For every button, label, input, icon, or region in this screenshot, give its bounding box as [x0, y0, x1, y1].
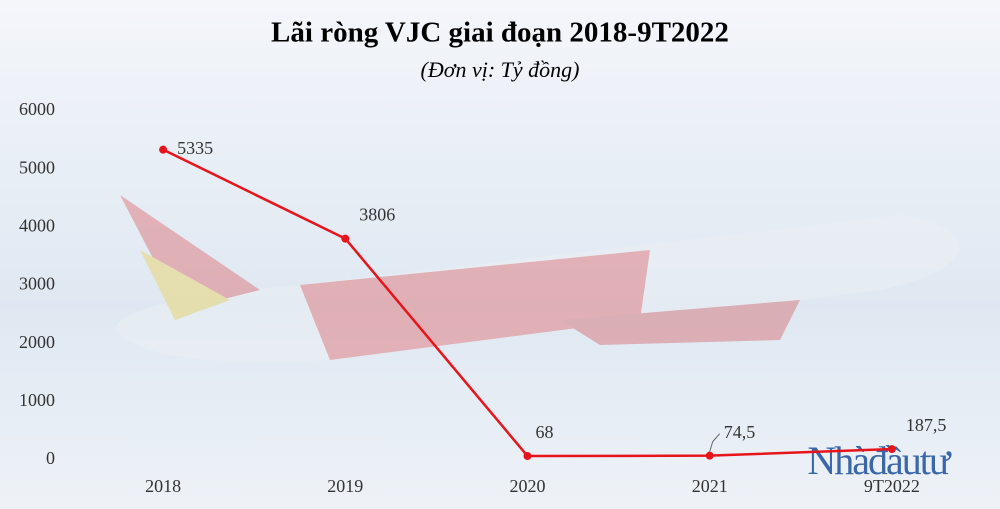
x-tick-label: 2021 — [692, 476, 728, 496]
data-label: 187,5 — [906, 415, 947, 435]
y-tick-label: 5000 — [19, 157, 55, 177]
point — [341, 234, 350, 243]
chart-title: Lãi ròng VJC giai đoạn 2018-9T2022 — [271, 17, 729, 49]
x-tick-label: 9T2022 — [864, 476, 920, 496]
x-tick-label: 2018 — [145, 476, 181, 496]
y-tick-label: 2000 — [19, 332, 55, 352]
plane-image — [115, 195, 960, 362]
point — [159, 145, 168, 154]
point — [887, 445, 896, 454]
y-tick-label: 3000 — [19, 274, 55, 294]
data-label: 5335 — [177, 138, 213, 158]
data-label: 3806 — [359, 205, 395, 225]
watermark: Nhàđầutư — [807, 438, 952, 483]
y-tick-label: 6000 — [19, 99, 55, 119]
y-tick-label: 0 — [46, 448, 55, 468]
point — [523, 452, 532, 461]
data-label: 68 — [536, 422, 554, 442]
x-tick-label: 2019 — [327, 476, 363, 496]
y-tick-label: 1000 — [19, 390, 55, 410]
leader-line — [709, 433, 721, 452]
x-tick-label: 2020 — [510, 476, 546, 496]
data-label: 74,5 — [724, 422, 756, 442]
y-tick-label: 4000 — [19, 215, 55, 235]
chart-subtitle: (Đơn vị: Tỷ đồng) — [421, 57, 580, 82]
point — [705, 451, 714, 460]
